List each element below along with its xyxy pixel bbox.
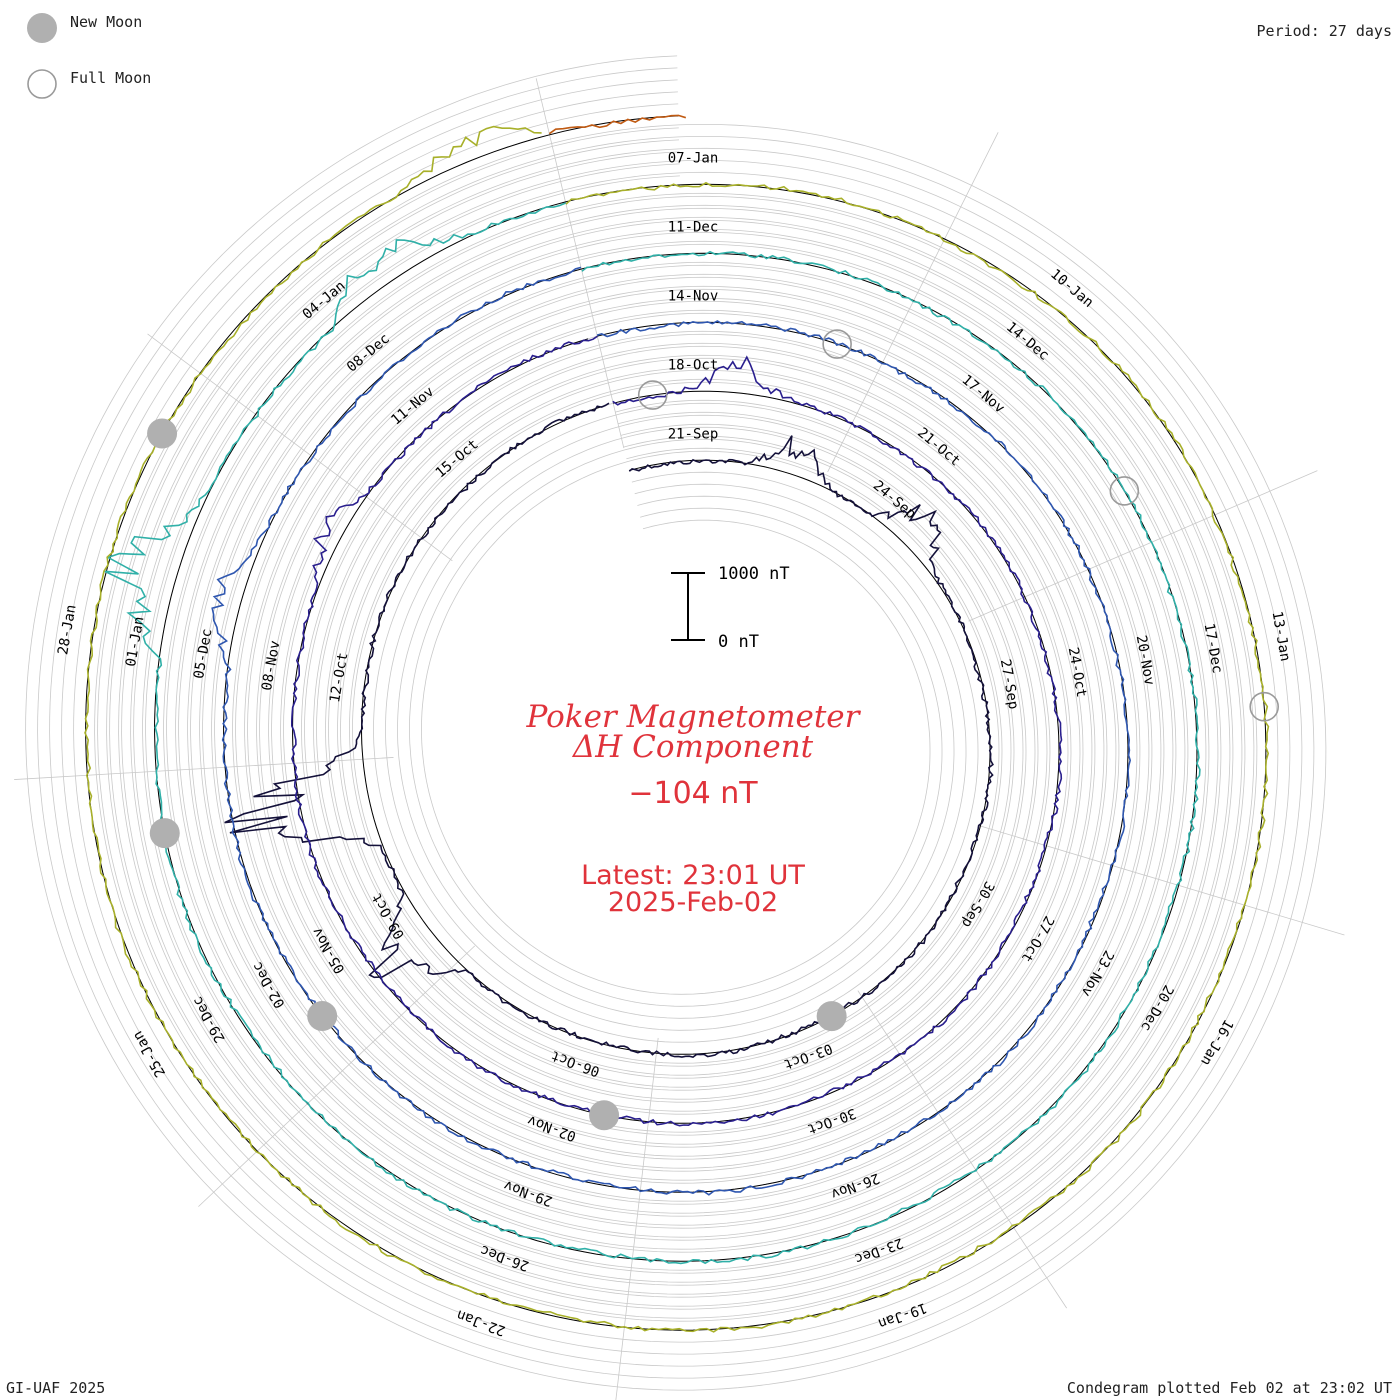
date-tick-label: 24-Sep — [870, 478, 919, 523]
series-line — [291, 335, 1063, 1127]
date-tick-label: 29-Nov — [502, 1177, 555, 1209]
new-moon-marker — [147, 418, 178, 449]
full-moon-legend-icon — [27, 69, 57, 99]
grid-spoke — [615, 1037, 659, 1400]
date-tick-label: 12-Oct — [327, 651, 352, 704]
credit-label: GI-UAF 2025 — [6, 1379, 106, 1397]
current-value: −104 nT — [628, 776, 758, 811]
grid-ring — [37, 67, 1315, 1379]
date-tick-label: 15-Oct — [433, 437, 482, 482]
grid-ring — [133, 163, 1219, 1283]
date-tick-label: 27-Oct — [1018, 913, 1057, 965]
grid-ring — [49, 79, 1303, 1367]
date-tick-label: 16-Jan — [1197, 1016, 1236, 1068]
date-tick-label: 28-Jan — [55, 603, 80, 656]
grid-ring — [145, 175, 1207, 1271]
grid-spoke — [827, 132, 999, 473]
date-tick-label: 25-Jan — [130, 1028, 169, 1080]
date-tick-label: 20-Nov — [1133, 634, 1158, 687]
new-moon-marker — [816, 1001, 847, 1032]
date-tick-label: 11-Nov — [388, 384, 437, 429]
scale-top-label: 1000 nT — [718, 564, 790, 584]
chart-moon-markers — [147, 329, 1279, 1131]
date-tick-label: 07-Jan — [668, 150, 719, 166]
grid-spoke — [14, 757, 394, 780]
date-tick-label: 08-Dec — [344, 331, 393, 376]
chart-title: Poker Magnetometer — [526, 699, 862, 735]
date-tick-label: 06-Oct — [549, 1047, 602, 1079]
grid-ring — [25, 55, 1327, 1391]
date-tick-label: 01-Jan — [123, 615, 148, 668]
new-moon-marker — [149, 818, 180, 849]
full-moon-legend-label: Full Moon — [70, 69, 152, 87]
date-tick-label: 18-Oct — [668, 357, 719, 373]
scale-bar: 1000 nT 0 nT — [671, 564, 790, 652]
new-moon-legend-icon — [27, 13, 57, 43]
date-tick-label: 14-Dec — [1003, 319, 1052, 364]
baseline-revolution — [360, 405, 991, 1055]
date-tick-label: 17-Dec — [1201, 622, 1226, 675]
date-tick-label: 21-Sep — [668, 426, 719, 442]
grid-ring — [97, 127, 1255, 1319]
series-line — [211, 266, 1132, 1196]
date-tick-label: 14-Nov — [668, 288, 719, 304]
date-tick-label: 02-Nov — [525, 1112, 578, 1144]
date-tick-label: 08-Nov — [259, 639, 284, 692]
date-tick-label: 19-Jan — [876, 1299, 929, 1331]
grid-ring — [109, 139, 1243, 1307]
grid-spoke — [857, 990, 1068, 1309]
new-moon-marker — [307, 1001, 338, 1032]
period-label: Period: 27 days — [1256, 22, 1392, 40]
date-tick-label: 10-Jan — [1047, 266, 1096, 311]
date-tick-label: 26-Dec — [478, 1242, 531, 1274]
date-tick-label: 23-Nov — [1078, 947, 1117, 999]
series-line — [548, 114, 687, 135]
date-tick-label: 24-Oct — [1065, 646, 1090, 699]
date-tick-label: 11-Dec — [668, 219, 719, 235]
series-line — [104, 202, 1201, 1265]
grid-spoke — [198, 945, 476, 1207]
date-tick-label: 05-Dec — [191, 627, 216, 680]
date-tick-label: 13-Jan — [1269, 610, 1294, 663]
full-moon-marker — [1109, 476, 1140, 506]
date-tick-label: 27-Sep — [997, 658, 1022, 711]
new-moon-marker — [589, 1100, 620, 1131]
series-line — [84, 125, 1270, 1333]
grid-ring — [121, 151, 1231, 1295]
grid-spoke — [980, 825, 1345, 936]
new-moon-legend-label: New Moon — [70, 13, 143, 31]
plotted-label: Condegram plotted Feb 02 at 23:02 UT — [1066, 1379, 1392, 1397]
full-moon-marker — [1249, 691, 1279, 722]
series-line — [224, 402, 994, 1058]
scale-bottom-label: 0 nT — [718, 632, 759, 652]
latest-date: 2025-Feb-02 — [608, 887, 778, 918]
grid-spoke — [535, 78, 625, 449]
date-tick-label: 30-Sep — [958, 878, 997, 930]
date-tick-label: 20-Dec — [1137, 982, 1176, 1034]
date-tick-label: 22-Jan — [455, 1306, 508, 1338]
date-tick-label: 04-Jan — [300, 278, 349, 323]
grid-spoke — [968, 470, 1318, 622]
latest-time: Latest: 23:01 UT — [581, 860, 805, 891]
grid-spoke — [147, 333, 453, 562]
date-tick-label: 21-Oct — [914, 425, 963, 470]
grid-ring — [61, 91, 1291, 1355]
full-moon-marker — [822, 329, 852, 359]
full-moon-marker — [637, 380, 668, 410]
baseline-revolution — [549, 115, 679, 136]
grid-ring — [73, 103, 1279, 1343]
chart-series — [84, 114, 1270, 1333]
date-tick-label: 17-Nov — [959, 372, 1008, 417]
chart-subtitle: ΔH Component — [572, 729, 814, 765]
